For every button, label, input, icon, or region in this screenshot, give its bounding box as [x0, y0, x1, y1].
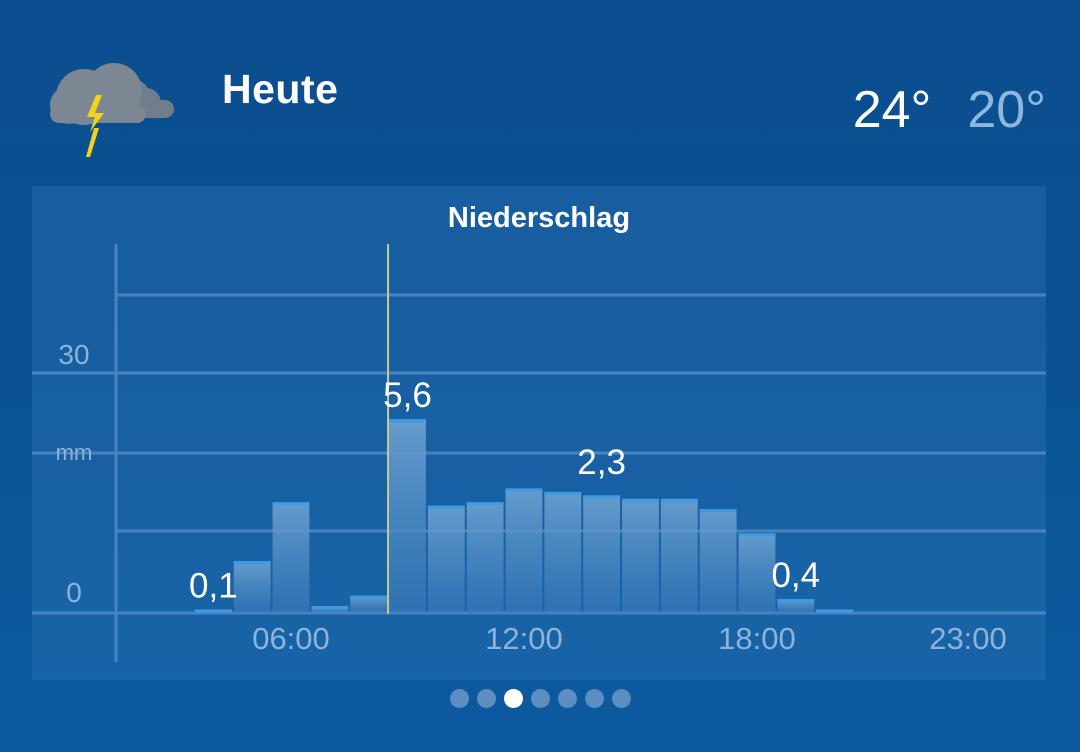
x-tick-label: 18:00 [718, 621, 796, 656]
bar-top [389, 419, 426, 423]
y-tick-label: 30 [58, 339, 89, 370]
bar-top [350, 595, 388, 599]
data-label: 0,1 [189, 567, 238, 606]
x-tick-label: 06:00 [252, 621, 330, 656]
header: Heute 24° 20° [0, 0, 1080, 185]
y-axis-unit: mm [56, 440, 93, 465]
bar-top [622, 498, 659, 502]
bar [233, 561, 271, 613]
data-label: 5,6 [383, 376, 432, 415]
bar-top [699, 509, 737, 513]
bar [272, 502, 310, 613]
bar-top [544, 491, 582, 495]
page-dot[interactable] [530, 689, 550, 708]
bar [738, 533, 776, 613]
bar-top [660, 498, 698, 502]
thunderstorm-icon [50, 63, 174, 157]
bar [660, 498, 698, 613]
bar-top [427, 505, 465, 509]
temp-low: 20° [967, 81, 1046, 139]
bar [350, 595, 388, 613]
bar [427, 505, 465, 613]
page-title: Heute [222, 66, 339, 112]
precipitation-chart: Niederschlag 30 mm 0 0,1 5,6 2,3 0,4 06:00 12:00… [32, 186, 1046, 680]
page-dot[interactable] [611, 689, 631, 708]
bar-top [816, 609, 854, 613]
page-dot[interactable] [503, 689, 523, 708]
bar [544, 491, 582, 613]
temp-high: 24° [852, 81, 932, 139]
bar-top [505, 488, 543, 492]
bar-top [738, 533, 776, 537]
bar [389, 419, 426, 613]
bar [466, 502, 504, 613]
bar [777, 599, 815, 613]
x-tick-label: 23:00 [929, 621, 1007, 656]
page-indicator[interactable] [0, 689, 1080, 708]
bar-top [272, 502, 310, 506]
temperature-range: 24° 20° [853, 80, 1046, 140]
bar [505, 488, 543, 613]
x-tick-label: 12:00 [485, 621, 563, 656]
bar [311, 606, 349, 613]
bar-top [777, 599, 815, 603]
bar-top [583, 495, 621, 499]
chart-title: Niederschlag [447, 202, 631, 234]
page-dot[interactable] [557, 689, 577, 708]
bar-top [466, 502, 504, 506]
bar-top [194, 609, 232, 613]
bar [583, 495, 621, 613]
y-tick-label: 0 [66, 577, 82, 608]
page-dot[interactable] [584, 689, 604, 708]
page-dot[interactable] [476, 689, 496, 708]
bar-top [233, 561, 271, 565]
bar [622, 498, 659, 613]
bar [699, 509, 737, 613]
bar-top [311, 606, 349, 610]
chart-canvas: 30 mm 0 0,1 5,6 2,3 0,4 06:00 12:00 18:00 23:00 [32, 244, 1046, 662]
data-label: 2,3 [577, 443, 626, 482]
page-dot[interactable] [449, 689, 469, 708]
data-label: 0,4 [771, 556, 820, 595]
